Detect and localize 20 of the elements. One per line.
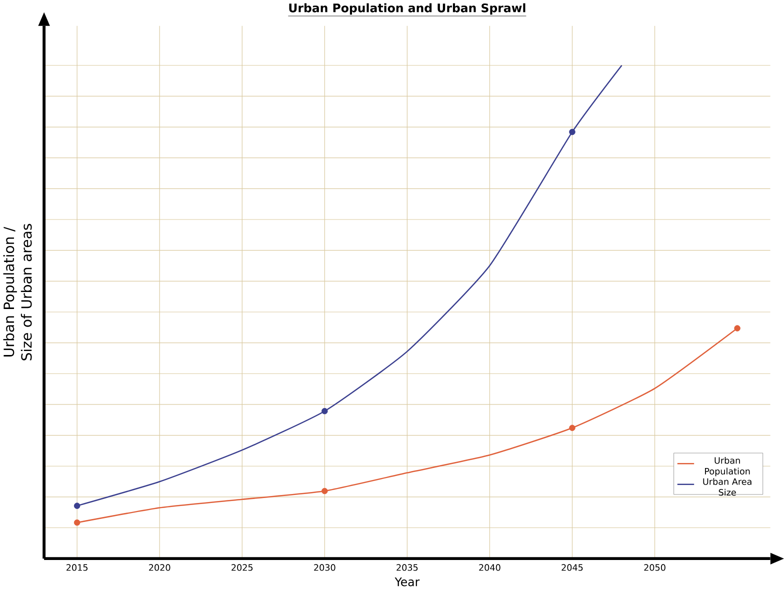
x-tick-label: 2040 xyxy=(479,564,500,572)
x-tick-label: 2025 xyxy=(232,564,253,572)
x-axis-title: Year xyxy=(394,578,420,586)
point xyxy=(734,325,740,332)
legend-label: Urban Area Size xyxy=(703,478,752,496)
point xyxy=(569,129,576,136)
x-tick-label: 2035 xyxy=(396,564,418,572)
x-tick-label: 2030 xyxy=(314,564,336,572)
x-tick-label: 2045 xyxy=(562,564,583,572)
point xyxy=(569,424,576,432)
x-tick-label: 2050 xyxy=(644,564,666,572)
x-tick-label: 2020 xyxy=(149,564,170,572)
point xyxy=(322,408,328,414)
point xyxy=(74,502,80,510)
point xyxy=(322,488,328,494)
point xyxy=(74,520,80,526)
chart-title: Urban Population and Urban Sprawl xyxy=(289,3,526,15)
x-tick-label: 2015 xyxy=(66,564,88,572)
y-axis-title: Urban Population / Size of Urban areas xyxy=(3,224,32,361)
legend-label: Urban Population xyxy=(705,457,750,476)
